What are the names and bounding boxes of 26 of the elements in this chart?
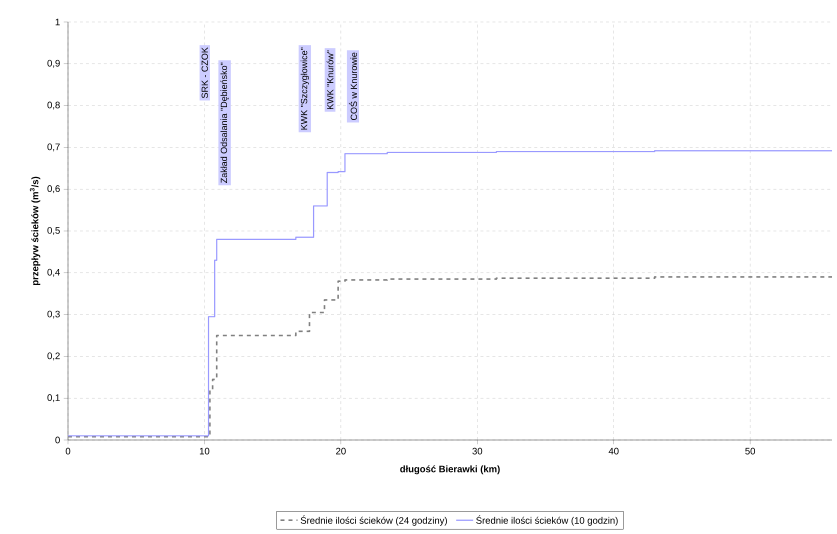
annotation: COŚ w Knurowie: [348, 52, 358, 120]
y-tick-label: 0,1: [47, 394, 60, 402]
x-tick-label: 40: [608, 448, 619, 454]
x-tick-label: 30: [472, 448, 482, 454]
y-tick-label: 0,7: [47, 143, 60, 152]
x-tick-label: 20: [336, 448, 346, 454]
y-tick-label: 0,9: [47, 60, 60, 68]
x-tick-label: 50: [745, 448, 756, 454]
legend-label: Średnie ilości ścieków (10 godzin): [476, 515, 618, 526]
y-tick-label: 1: [56, 18, 60, 26]
y-tick-label: 0,5: [47, 227, 60, 235]
y-tick-label: 0,3: [47, 310, 60, 319]
x-axis-title: długość Bierawki (km): [400, 465, 500, 474]
y-tick-label: 0,8: [47, 102, 60, 110]
x-tick-label: 0: [66, 448, 70, 454]
y-axis-title: przepływ ścieków (m$^{3}$/s): [30, 176, 40, 286]
y-tick-label: 0,6: [47, 185, 60, 194]
annotation: SRK - CZOK: [202, 47, 208, 98]
x-tick-label: 10: [200, 448, 210, 454]
y-tick-label: 0,2: [47, 352, 60, 360]
legend-label: Średnie ilości ścieków (24 godziny): [300, 515, 447, 526]
y-tick-label: 0: [55, 436, 60, 444]
annotation: Zakład Odsalania "Dębieńsko": [220, 62, 229, 183]
annotation: KWK "Szczygłowice": [300, 48, 310, 130]
annotation: KWK "Knurów": [326, 50, 334, 110]
y-tick-label: 0,4: [47, 268, 60, 277]
